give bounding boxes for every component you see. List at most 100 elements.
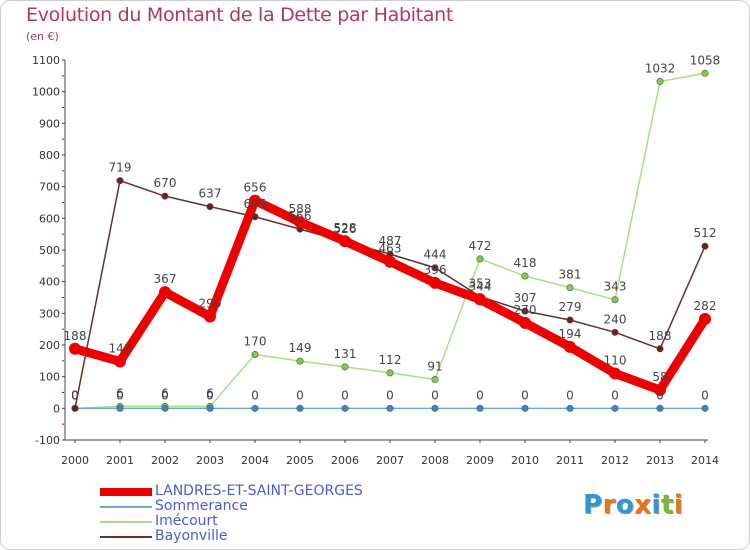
data-point [204,310,216,323]
data-point [611,328,619,336]
data-label: 131 [334,347,357,361]
data-point [341,404,349,412]
data-label: 110 [604,354,627,368]
data-label: 528 [334,221,357,235]
data-point [296,357,304,365]
data-label: 418 [514,256,537,270]
y-tick-label: 300 [39,307,60,320]
data-label: 670 [154,176,177,190]
legend-swatch [100,488,152,496]
data-label: 472 [469,239,492,253]
data-point [341,363,349,371]
data-label: 367 [154,272,177,286]
data-label: 444 [424,248,447,262]
data-point [611,296,619,304]
data-label: 194 [559,327,582,341]
data-point [249,194,261,207]
y-tick-label: 700 [39,181,60,194]
data-point [566,316,574,324]
x-tick-label: 2005 [286,454,314,467]
logo-letter: i [651,490,661,520]
x-tick-label: 2002 [151,454,179,467]
data-label: 0 [521,388,529,402]
data-label: 0 [206,388,214,402]
data-point [69,342,81,355]
x-tick-label: 2011 [556,454,584,467]
logo-letter: i [673,490,684,520]
data-point [116,404,124,412]
data-point [161,404,169,412]
data-label: 344 [469,279,492,293]
x-tick-label: 2009 [466,454,494,467]
x-tick-label: 2012 [601,454,629,467]
data-label: 0 [251,388,259,402]
data-point [161,192,169,200]
x-tick-label: 2004 [241,454,269,467]
legend-swatch [100,536,152,538]
logo-letter: P [583,490,603,520]
data-point [384,255,396,268]
data-label: 0 [341,388,349,402]
data-label: 282 [694,299,717,313]
data-point [519,316,531,329]
data-point [699,313,711,326]
x-tick-label: 2003 [196,454,224,467]
data-point [609,367,621,380]
data-point [656,404,664,412]
data-point [431,376,439,384]
data-label: 112 [379,353,402,367]
y-tick-label: 100 [39,371,60,384]
data-point [656,78,664,86]
legend-label: Imécourt [155,513,218,529]
data-point [71,404,79,412]
data-label: 0 [386,388,394,402]
x-tick-label: 2001 [106,454,134,467]
data-label: 0 [116,388,124,402]
legend-label: LANDRES-ET-SAINT-GEORGES [155,483,363,499]
data-label: 149 [289,341,312,355]
data-label: 343 [604,280,627,294]
data-label: 148 [109,341,132,355]
data-label: 526 [334,222,357,236]
chart-title: Evolution du Montant de la Dette par Hab… [26,4,454,26]
data-point [431,264,439,272]
logo-letter: r [602,490,616,520]
logo-letter: o [615,490,635,520]
data-label: 0 [701,388,709,402]
data-label: 290 [199,297,222,311]
data-label: 463 [379,242,402,256]
data-label: 0 [566,388,574,402]
data-label: 279 [559,300,582,314]
y-tick-label: 1100 [32,54,60,67]
x-tick-label: 2013 [646,454,674,467]
data-label: 6 [206,386,214,400]
x-tick-label: 2010 [511,454,539,467]
data-label: 0 [71,388,79,402]
data-label: 656 [244,181,267,195]
data-label: 188 [649,329,672,343]
legend-swatch [100,506,152,508]
y-tick-label: 1000 [32,86,60,99]
data-label: 487 [379,234,402,248]
data-label: 307 [514,291,537,305]
data-point [206,203,214,211]
data-label: 381 [559,268,582,282]
data-point [386,404,394,412]
data-point [386,369,394,377]
data-point [159,286,171,299]
data-point [701,242,709,250]
data-label: 240 [604,312,627,326]
data-point [654,383,666,396]
data-label: 637 [199,187,222,201]
data-label: 1032 [645,62,676,76]
data-label: 605 [244,197,267,211]
chart-axes: -100010020030040050060070080090010001100… [32,54,719,467]
data-label: 188 [64,329,87,343]
data-point [566,404,574,412]
data-point [114,355,126,368]
y-tick-label: 400 [39,276,60,289]
logo-letter: x [634,490,652,520]
logo-letter: t [660,490,674,520]
